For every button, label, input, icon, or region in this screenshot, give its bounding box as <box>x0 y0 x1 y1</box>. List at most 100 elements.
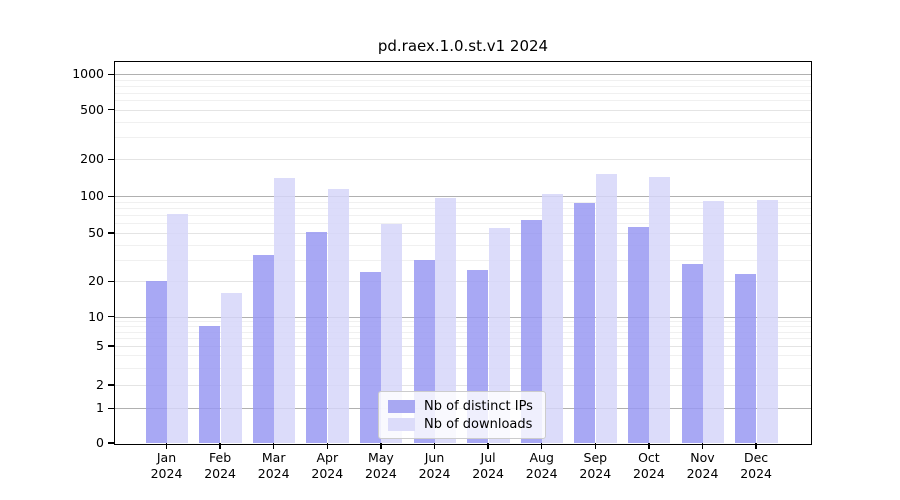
x-tick-label-mar: Mar 2024 <box>242 450 306 482</box>
y-tick-10 <box>108 316 114 318</box>
x-tick-label-apr: Apr 2024 <box>295 450 359 482</box>
bar-distinct-ips-oct <box>627 226 649 443</box>
minor-gridline <box>115 367 811 369</box>
bar-distinct-ips-sep <box>574 203 596 443</box>
y-tick-500 <box>108 109 114 111</box>
x-tick-label-oct: Oct 2024 <box>617 450 681 482</box>
chart-title: pd.raex.1.0.st.v1 2024 <box>377 37 549 55</box>
minor-gridline <box>115 215 811 217</box>
major-gridline-100 <box>115 196 811 198</box>
x-label-year: 2024 <box>257 466 290 481</box>
y-tick-label-200: 200 <box>80 151 104 167</box>
x-label-year: 2024 <box>686 466 719 481</box>
x-tick-label-aug: Aug 2024 <box>510 450 574 482</box>
bar-downloads-jul <box>488 227 510 443</box>
x-tick-label-dec: Dec 2024 <box>724 450 788 482</box>
minor-gridline <box>115 201 811 203</box>
bar-downloads-apr <box>327 188 349 443</box>
x-label-year: 2024 <box>525 466 558 481</box>
major-gridline-50 <box>115 233 811 234</box>
minor-gridline <box>115 79 811 81</box>
minor-gridline <box>115 92 811 94</box>
x-tick-aug <box>541 443 543 449</box>
x-tick-jul <box>487 443 489 449</box>
x-tick-label-jan: Jan 2024 <box>135 450 199 482</box>
legend-swatch-distinct-ips <box>388 399 415 413</box>
x-label-year: 2024 <box>204 466 236 481</box>
x-tick-mar <box>273 443 275 449</box>
x-label-month: Jun <box>424 450 445 465</box>
minor-gridline <box>115 208 811 210</box>
x-label-month: Jul <box>480 450 496 465</box>
y-tick-label-50: 50 <box>88 225 104 240</box>
minor-gridline <box>115 223 811 225</box>
y-tick-1000 <box>108 73 114 75</box>
y-tick-label-2: 2 <box>96 377 104 392</box>
x-label-year: 2024 <box>740 466 772 481</box>
minor-gridline <box>115 321 811 323</box>
minor-gridline <box>115 121 811 123</box>
bar-downloads-jun <box>435 197 456 443</box>
minor-gridline <box>115 355 811 357</box>
legend-label-downloads: Nb of downloads <box>424 416 533 432</box>
x-label-month: Aug <box>529 450 554 465</box>
x-label-month: Apr <box>316 450 339 465</box>
bar-downloads-dec <box>756 199 778 443</box>
x-tick-jan <box>165 443 168 449</box>
x-label-month: Feb <box>209 450 232 465</box>
legend-item-distinct-ips: Nb of distinct IPs <box>388 397 536 415</box>
x-label-year: 2024 <box>150 466 183 481</box>
x-tick-may <box>380 443 382 449</box>
major-gridline-2 <box>115 385 811 386</box>
bar-downloads-mar <box>274 177 296 443</box>
y-tick-200 <box>108 158 114 160</box>
legend-item-downloads: Nb of downloads <box>388 415 536 433</box>
legend-swatch-downloads <box>388 417 415 431</box>
x-tick-oct <box>648 443 650 449</box>
major-gridline-10 <box>115 316 811 318</box>
y-tick-100 <box>108 195 114 197</box>
minor-gridline <box>115 85 811 87</box>
x-tick-sep <box>594 443 596 449</box>
bar-distinct-ips-apr <box>306 231 328 443</box>
x-label-month: Dec <box>743 450 769 465</box>
bar-downloads-sep <box>595 174 617 443</box>
x-label-month: Oct <box>638 450 660 465</box>
x-label-year: 2024 <box>311 466 344 481</box>
minor-gridline <box>115 331 811 333</box>
bar-downloads-oct <box>649 176 671 443</box>
minor-gridline <box>115 338 811 340</box>
x-label-year: 2024 <box>364 466 397 481</box>
bar-downloads-jan <box>167 213 188 443</box>
bar-distinct-ips-may <box>359 271 381 443</box>
y-tick-label-20: 20 <box>88 273 104 289</box>
y-tick-label-500: 500 <box>80 101 104 117</box>
x-label-month: Mar <box>261 450 286 465</box>
major-gridline-1000 <box>115 74 811 76</box>
major-gridline-500 <box>115 109 811 111</box>
y-tick-label-100: 100 <box>80 188 104 204</box>
y-tick-50 <box>108 232 114 234</box>
x-label-year: 2024 <box>632 466 665 481</box>
bar-distinct-ips-dec <box>735 273 757 443</box>
x-tick-apr <box>326 443 328 449</box>
major-gridline-20 <box>115 281 811 283</box>
minor-gridline <box>115 244 811 246</box>
legend: Nb of distinct IPs Nb of downloads <box>378 391 546 439</box>
x-tick-feb <box>219 443 221 449</box>
minor-gridline <box>115 326 811 328</box>
bar-distinct-ips-jan <box>145 281 167 443</box>
x-tick-label-may: May 2024 <box>349 450 413 482</box>
x-tick-label-jun: Jun 2024 <box>403 450 467 482</box>
y-tick-0 <box>108 442 114 444</box>
bar-downloads-aug <box>542 193 564 443</box>
bar-downloads-may <box>381 224 403 443</box>
x-tick-label-jul: Jul 2024 <box>456 450 520 482</box>
x-label-year: 2024 <box>472 466 504 481</box>
y-tick-label-1: 1 <box>96 400 104 416</box>
x-tick-label-sep: Sep 2024 <box>563 450 627 482</box>
x-label-year: 2024 <box>418 466 451 481</box>
legend-label-distinct-ips: Nb of distinct IPs <box>424 398 533 414</box>
major-gridline-5 <box>115 346 811 347</box>
